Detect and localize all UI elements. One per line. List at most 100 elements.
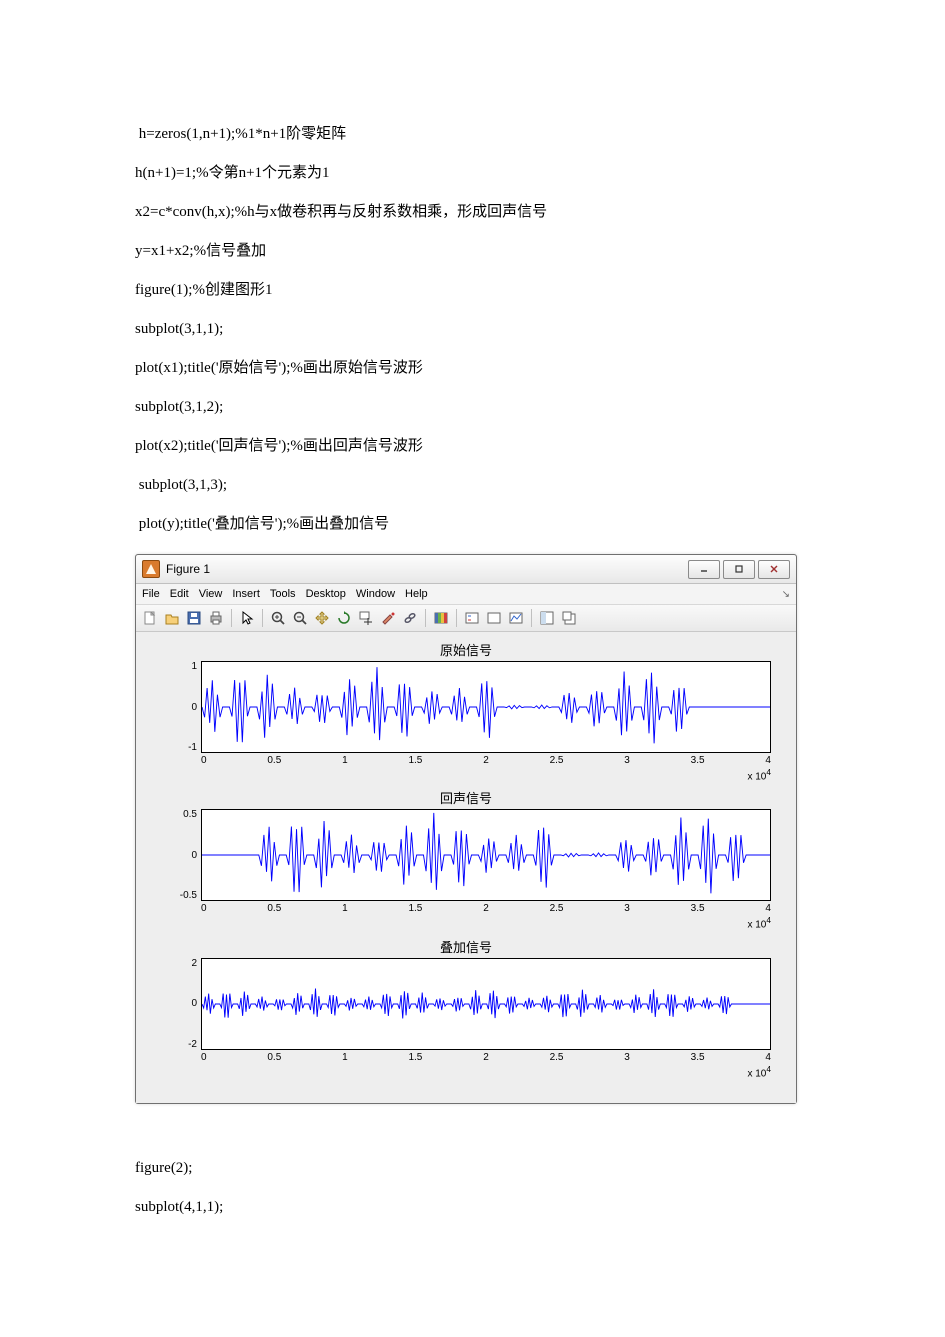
x-tick-label: 0 (201, 903, 207, 914)
colorbar-icon (433, 610, 449, 626)
save-icon (186, 610, 202, 626)
menu-item-help[interactable]: Help (405, 588, 428, 600)
x-tick-label: 4 (765, 903, 771, 914)
menu-item-window[interactable]: Window (356, 588, 395, 600)
axes-box[interactable] (201, 958, 771, 1050)
x-tick-label: 0 (201, 1052, 207, 1063)
toolbar-separator (531, 609, 532, 627)
menu-item-desktop[interactable]: Desktop (306, 588, 346, 600)
x-tick-label: 0.5 (267, 755, 281, 766)
x-tick-label: 4 (765, 755, 771, 766)
code-line: subplot(3,1,3); (135, 466, 845, 505)
code-line: plot(x2);title('回声信号');%画出回声信号波形 (135, 427, 845, 466)
toolbar-link-button[interactable] (400, 608, 420, 628)
link-icon (402, 610, 418, 626)
y-tick-label: 0.5 (183, 809, 197, 820)
maximize-icon (734, 564, 744, 574)
minimize-button[interactable] (688, 560, 720, 579)
toolbar-open-button[interactable] (162, 608, 182, 628)
signal-plot (202, 810, 770, 900)
code-line: plot(x1);title('原始信号');%画出原始信号波形 (135, 349, 845, 388)
menu-item-view[interactable]: View (199, 588, 223, 600)
close-icon (769, 564, 779, 574)
toolbar-show-button[interactable] (506, 608, 526, 628)
x-tick-label: 1.5 (408, 903, 422, 914)
brush-icon (380, 610, 396, 626)
x-tick-label: 2 (483, 1052, 489, 1063)
code-line: plot(y);title('叠加信号');%画出叠加信号 (135, 505, 845, 544)
toolbar-new-button[interactable] (140, 608, 160, 628)
toolbar-dock-button[interactable] (537, 608, 557, 628)
code-line: figure(1);%创建图形1 (135, 271, 845, 310)
open-icon (164, 610, 180, 626)
x-tick-label: 0 (201, 755, 207, 766)
toolbar-save-button[interactable] (184, 608, 204, 628)
toolbar-zoom-out-button[interactable] (290, 608, 310, 628)
menu-item-insert[interactable]: Insert (232, 588, 260, 600)
matlab-figure-icon (142, 560, 160, 578)
window-buttons (688, 560, 790, 579)
menu-item-edit[interactable]: Edit (170, 588, 189, 600)
code-line: figure(2); (135, 1149, 845, 1188)
menubar: File Edit View Insert Tools Desktop Window Help… (136, 584, 796, 605)
x-tick-label: 0.5 (267, 903, 281, 914)
x-axis-exponent: x 104 (161, 1064, 771, 1079)
new-icon (142, 610, 158, 626)
x-axis-labels: 00.511.522.533.54 (201, 1050, 771, 1063)
x-tick-label: 3.5 (691, 755, 705, 766)
toolbar-zoom-in-button[interactable] (268, 608, 288, 628)
minimize-icon (699, 564, 709, 574)
x-tick-label: 0.5 (267, 1052, 281, 1063)
toolbar-print-button[interactable] (206, 608, 226, 628)
y-axis-labels: 0.50-0.5 (161, 809, 201, 901)
code-line: h(n+1)=1;%令第n+1个元素为1 (135, 154, 845, 193)
menu-item-tools[interactable]: Tools (270, 588, 296, 600)
toolbar-pan-button[interactable] (312, 608, 332, 628)
y-tick-label: -2 (188, 1039, 197, 1050)
menu-overflow-icon[interactable]: ↘ (782, 589, 790, 600)
data-cursor-icon (358, 610, 374, 626)
x-tick-label: 3.5 (691, 1052, 705, 1063)
subplot-title: 叠加信号 (161, 937, 771, 956)
undock-icon (561, 610, 577, 626)
zoom-out-icon (292, 610, 308, 626)
x-tick-label: 3 (624, 755, 630, 766)
subplot-3: 叠加信号20-2 00.511.522.533.54x 104 (161, 937, 771, 1079)
x-tick-label: 2.5 (550, 755, 564, 766)
signal-plot (202, 662, 770, 752)
window-titlebar[interactable]: Figure 1 (136, 555, 796, 584)
toolbar-rotate-button[interactable] (334, 608, 354, 628)
close-button[interactable] (758, 560, 790, 579)
toolbar-brush-button[interactable] (378, 608, 398, 628)
toolbar-separator (456, 609, 457, 627)
pan-icon (314, 610, 330, 626)
axes-box[interactable] (201, 661, 771, 753)
y-tick-label: 1 (191, 661, 197, 672)
toolbar-data-cursor-button[interactable] (356, 608, 376, 628)
x-tick-label: 1 (342, 1052, 348, 1063)
toolbar-colorbar-button[interactable] (431, 608, 451, 628)
toolbar-undock-button[interactable] (559, 608, 579, 628)
pointer-icon (239, 610, 255, 626)
code-line: subplot(3,1,2); (135, 388, 845, 427)
code-line: y=x1+x2;%信号叠加 (135, 232, 845, 271)
code-block-before: h=zeros(1,n+1);%1*n+1阶零矩阵h(n+1)=1;%令第n+1… (135, 115, 845, 544)
toolbar-separator (262, 609, 263, 627)
x-axis-exponent: x 104 (161, 915, 771, 930)
y-tick-label: 2 (191, 958, 197, 969)
x-tick-label: 1.5 (408, 755, 422, 766)
axes-box[interactable] (201, 809, 771, 901)
rotate-icon (336, 610, 352, 626)
x-axis-labels: 00.511.522.533.54 (201, 753, 771, 766)
menu-item-file[interactable]: File (142, 588, 160, 600)
toolbar-pointer-button[interactable] (237, 608, 257, 628)
maximize-button[interactable] (723, 560, 755, 579)
x-tick-label: 4 (765, 1052, 771, 1063)
y-tick-label: 0 (191, 850, 197, 861)
toolbar-hide-button[interactable] (484, 608, 504, 628)
subplot-2: 回声信号0.50-0.5 00.511.522.533.54x 104 (161, 788, 771, 930)
x-tick-label: 1 (342, 755, 348, 766)
zoom-in-icon (270, 610, 286, 626)
subplot-title: 原始信号 (161, 640, 771, 659)
toolbar-insert-legend-button[interactable] (462, 608, 482, 628)
